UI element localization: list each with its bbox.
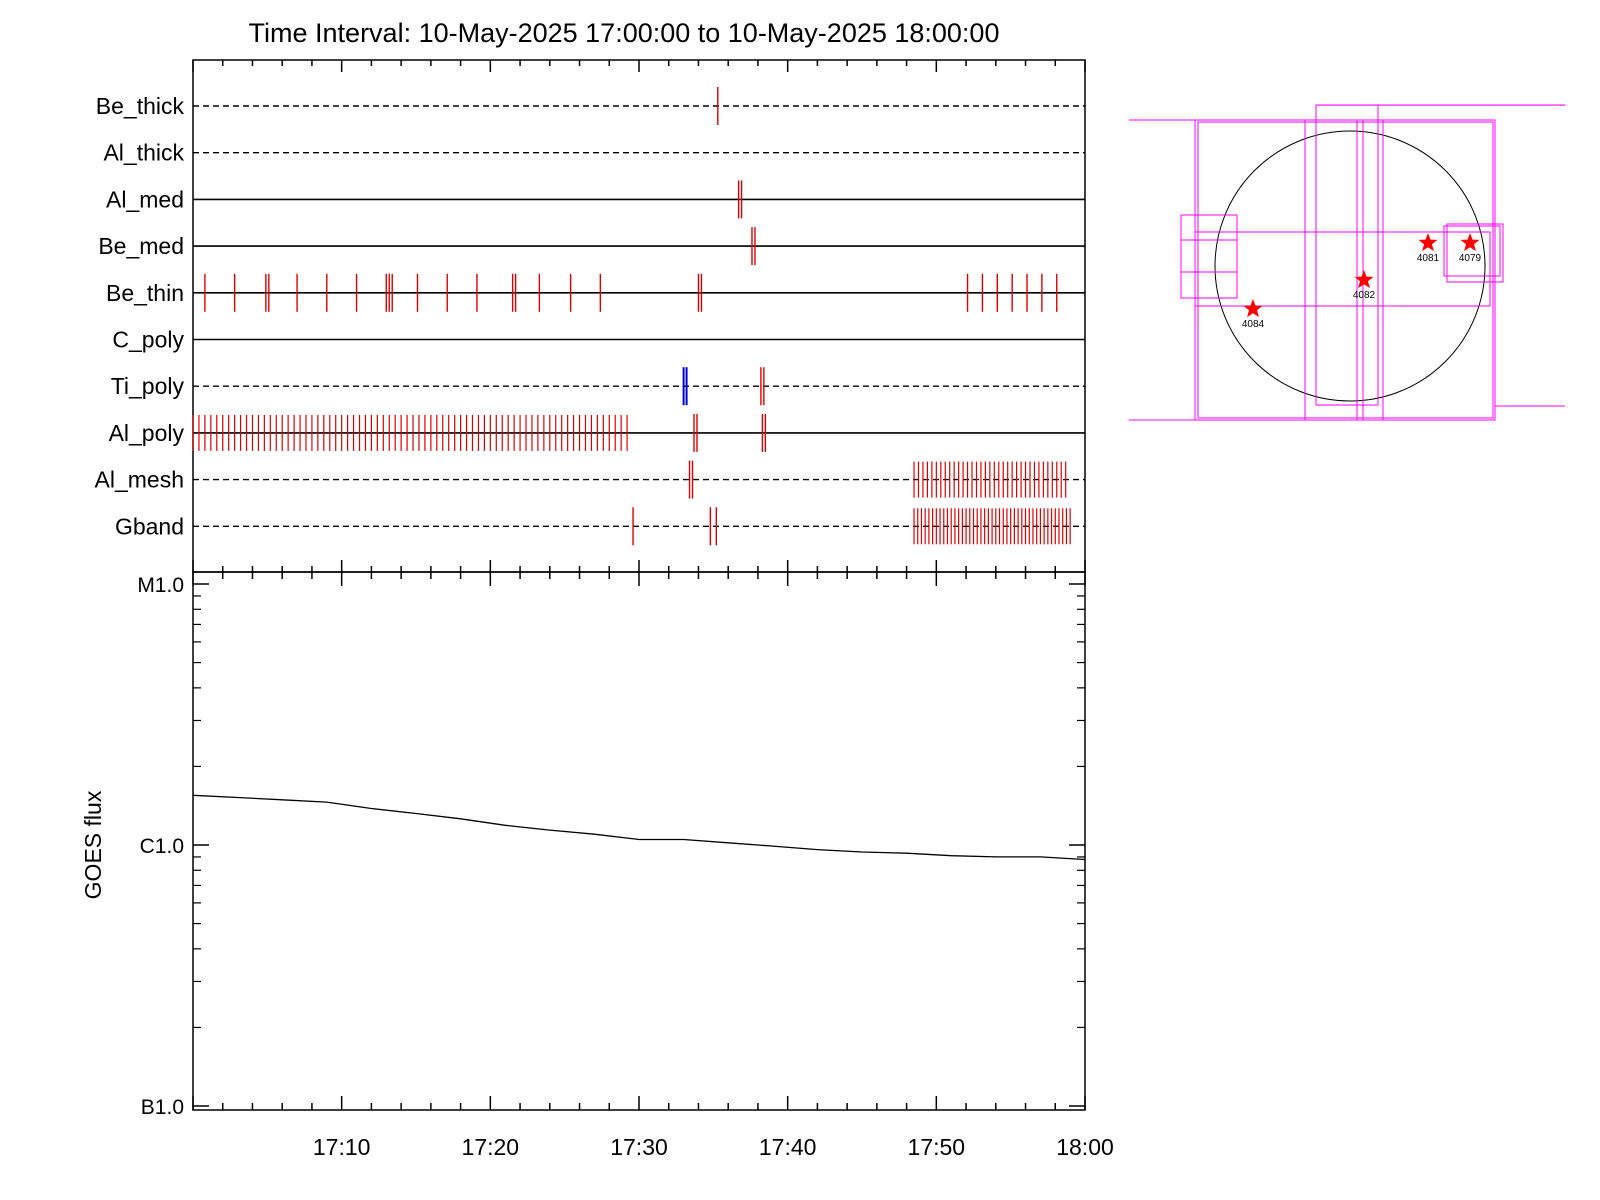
channel-label: Ti_poly	[111, 373, 185, 399]
x-tick-label: 17:10	[313, 1134, 371, 1160]
y-tick-label: B1.0	[141, 1096, 184, 1119]
solar-disk	[1214, 130, 1486, 402]
fov-box	[1304, 119, 1384, 421]
goes-frame	[192, 571, 1086, 1111]
fov-box	[1180, 239, 1238, 273]
fov-box	[1180, 214, 1238, 299]
y-axis-label: GOES flux	[80, 790, 106, 899]
y-tick-label: M1.0	[137, 574, 184, 597]
channel-row: Al_med	[106, 180, 1085, 219]
fov-box	[1197, 121, 1494, 419]
channel-row: Be_med	[98, 227, 1085, 266]
goes-panel: B1.0 C1.0 M1.0 17:10 17:20 17:30 17:40 17:50 18:…	[80, 571, 1114, 1160]
fov-box	[1446, 223, 1504, 283]
x-tick-label: 17:30	[610, 1134, 668, 1160]
channel-label: Al_mesh	[95, 467, 184, 493]
channel-row: Al_thick	[103, 140, 1085, 166]
channel-row: Gband	[115, 507, 1085, 546]
active-region-marker	[1418, 233, 1438, 252]
active-region-marker	[1243, 299, 1263, 318]
channel-row: Al_mesh	[95, 460, 1085, 499]
x-tick-label: 18:00	[1056, 1134, 1114, 1160]
channel-label: Al_thick	[103, 140, 184, 166]
active-region-marker	[1460, 233, 1480, 252]
active-region-label: 4084	[1242, 319, 1265, 330]
fov-box	[1315, 104, 1379, 406]
active-region-label: 4081	[1417, 253, 1440, 264]
x-tick-label: 17:40	[759, 1134, 817, 1160]
channel-label: Gband	[115, 513, 184, 539]
active-region-label: 4082	[1353, 290, 1376, 301]
sun-map-panel: 4081 4079 4082 4084	[1129, 104, 1566, 421]
y-tick-label: C1.0	[140, 835, 184, 858]
channel-label: Be_med	[98, 233, 184, 259]
timeline-frame	[192, 59, 1086, 573]
channel-label: Be_thin	[106, 280, 184, 306]
channel-row: Ti_poly	[111, 367, 1085, 406]
x-tick-label: 17:50	[908, 1134, 966, 1160]
fov-box	[1194, 119, 1496, 421]
fov-box	[1443, 225, 1501, 277]
chart-title: Time Interval: 10-May-2025 17:00:00 to 1…	[249, 18, 1000, 48]
fov-box	[1356, 119, 1364, 421]
goes-flux-line	[192, 794, 1086, 861]
active-region-label: 4079	[1459, 253, 1482, 264]
channel-label: Al_med	[106, 186, 184, 212]
channel-row: Be_thin	[106, 273, 1085, 312]
channel-label: Al_poly	[109, 420, 185, 446]
active-region-marker	[1354, 270, 1374, 289]
channel-label: C_poly	[112, 327, 184, 353]
channel-row: C_poly	[112, 327, 1085, 353]
channel-row: Al_poly	[109, 413, 1085, 452]
timeline-panel: Be_thick Al_thick Al_med Be_med Be_thin C_pol…	[95, 59, 1086, 573]
x-tick-label: 17:20	[462, 1134, 520, 1160]
channel-row: Be_thick	[96, 87, 1085, 125]
channel-label: Be_thick	[96, 93, 185, 119]
fov-box	[1194, 231, 1491, 307]
